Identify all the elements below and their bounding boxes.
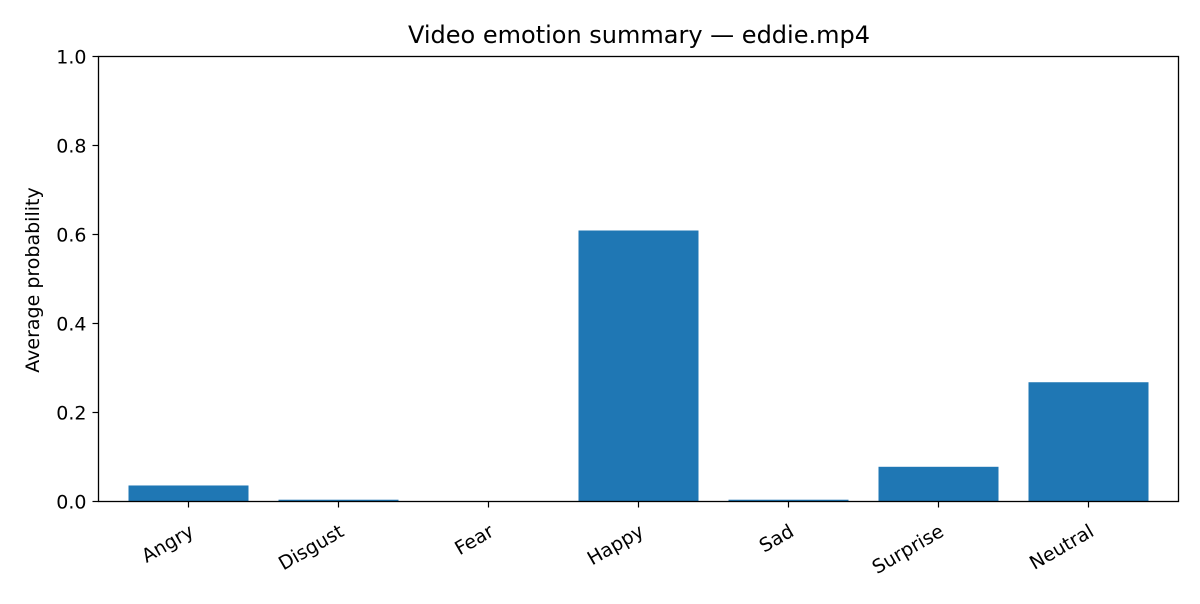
- y-tick-label: 0.4: [56, 314, 86, 336]
- bar-neutral: [1029, 382, 1149, 501]
- x-tick-label-surprise: Surprise: [869, 520, 948, 578]
- bar-happy: [579, 231, 699, 502]
- y-tick-label: 1.0: [56, 47, 86, 69]
- bars-layer: [129, 231, 1149, 502]
- y-tick-label: 0.6: [56, 225, 86, 247]
- x-tick-label-sad: Sad: [756, 520, 798, 557]
- x-tick-label-angry: Angry: [138, 520, 198, 567]
- y-axis-label: Average probability: [22, 187, 44, 372]
- x-tick-label-fear: Fear: [451, 520, 498, 560]
- y-tick-label: 0.0: [56, 492, 86, 514]
- y-ticks-layer: 0.0 0.2 0.4 0.6 0.8 1.0: [56, 47, 98, 514]
- x-ticks-layer: Angry Disgust Fear Happy Sad Surprise Neutral: [138, 502, 1098, 579]
- bar-surprise: [879, 467, 999, 502]
- bar-angry: [129, 485, 249, 501]
- x-tick-label-neutral: Neutral: [1026, 520, 1098, 574]
- y-tick-label: 0.2: [56, 403, 86, 425]
- x-tick-label-happy: Happy: [584, 520, 648, 570]
- x-tick-label-disgust: Disgust: [275, 520, 348, 575]
- y-tick-label: 0.8: [56, 136, 86, 158]
- chart-title: Video emotion summary — eddie.mp4: [408, 21, 870, 49]
